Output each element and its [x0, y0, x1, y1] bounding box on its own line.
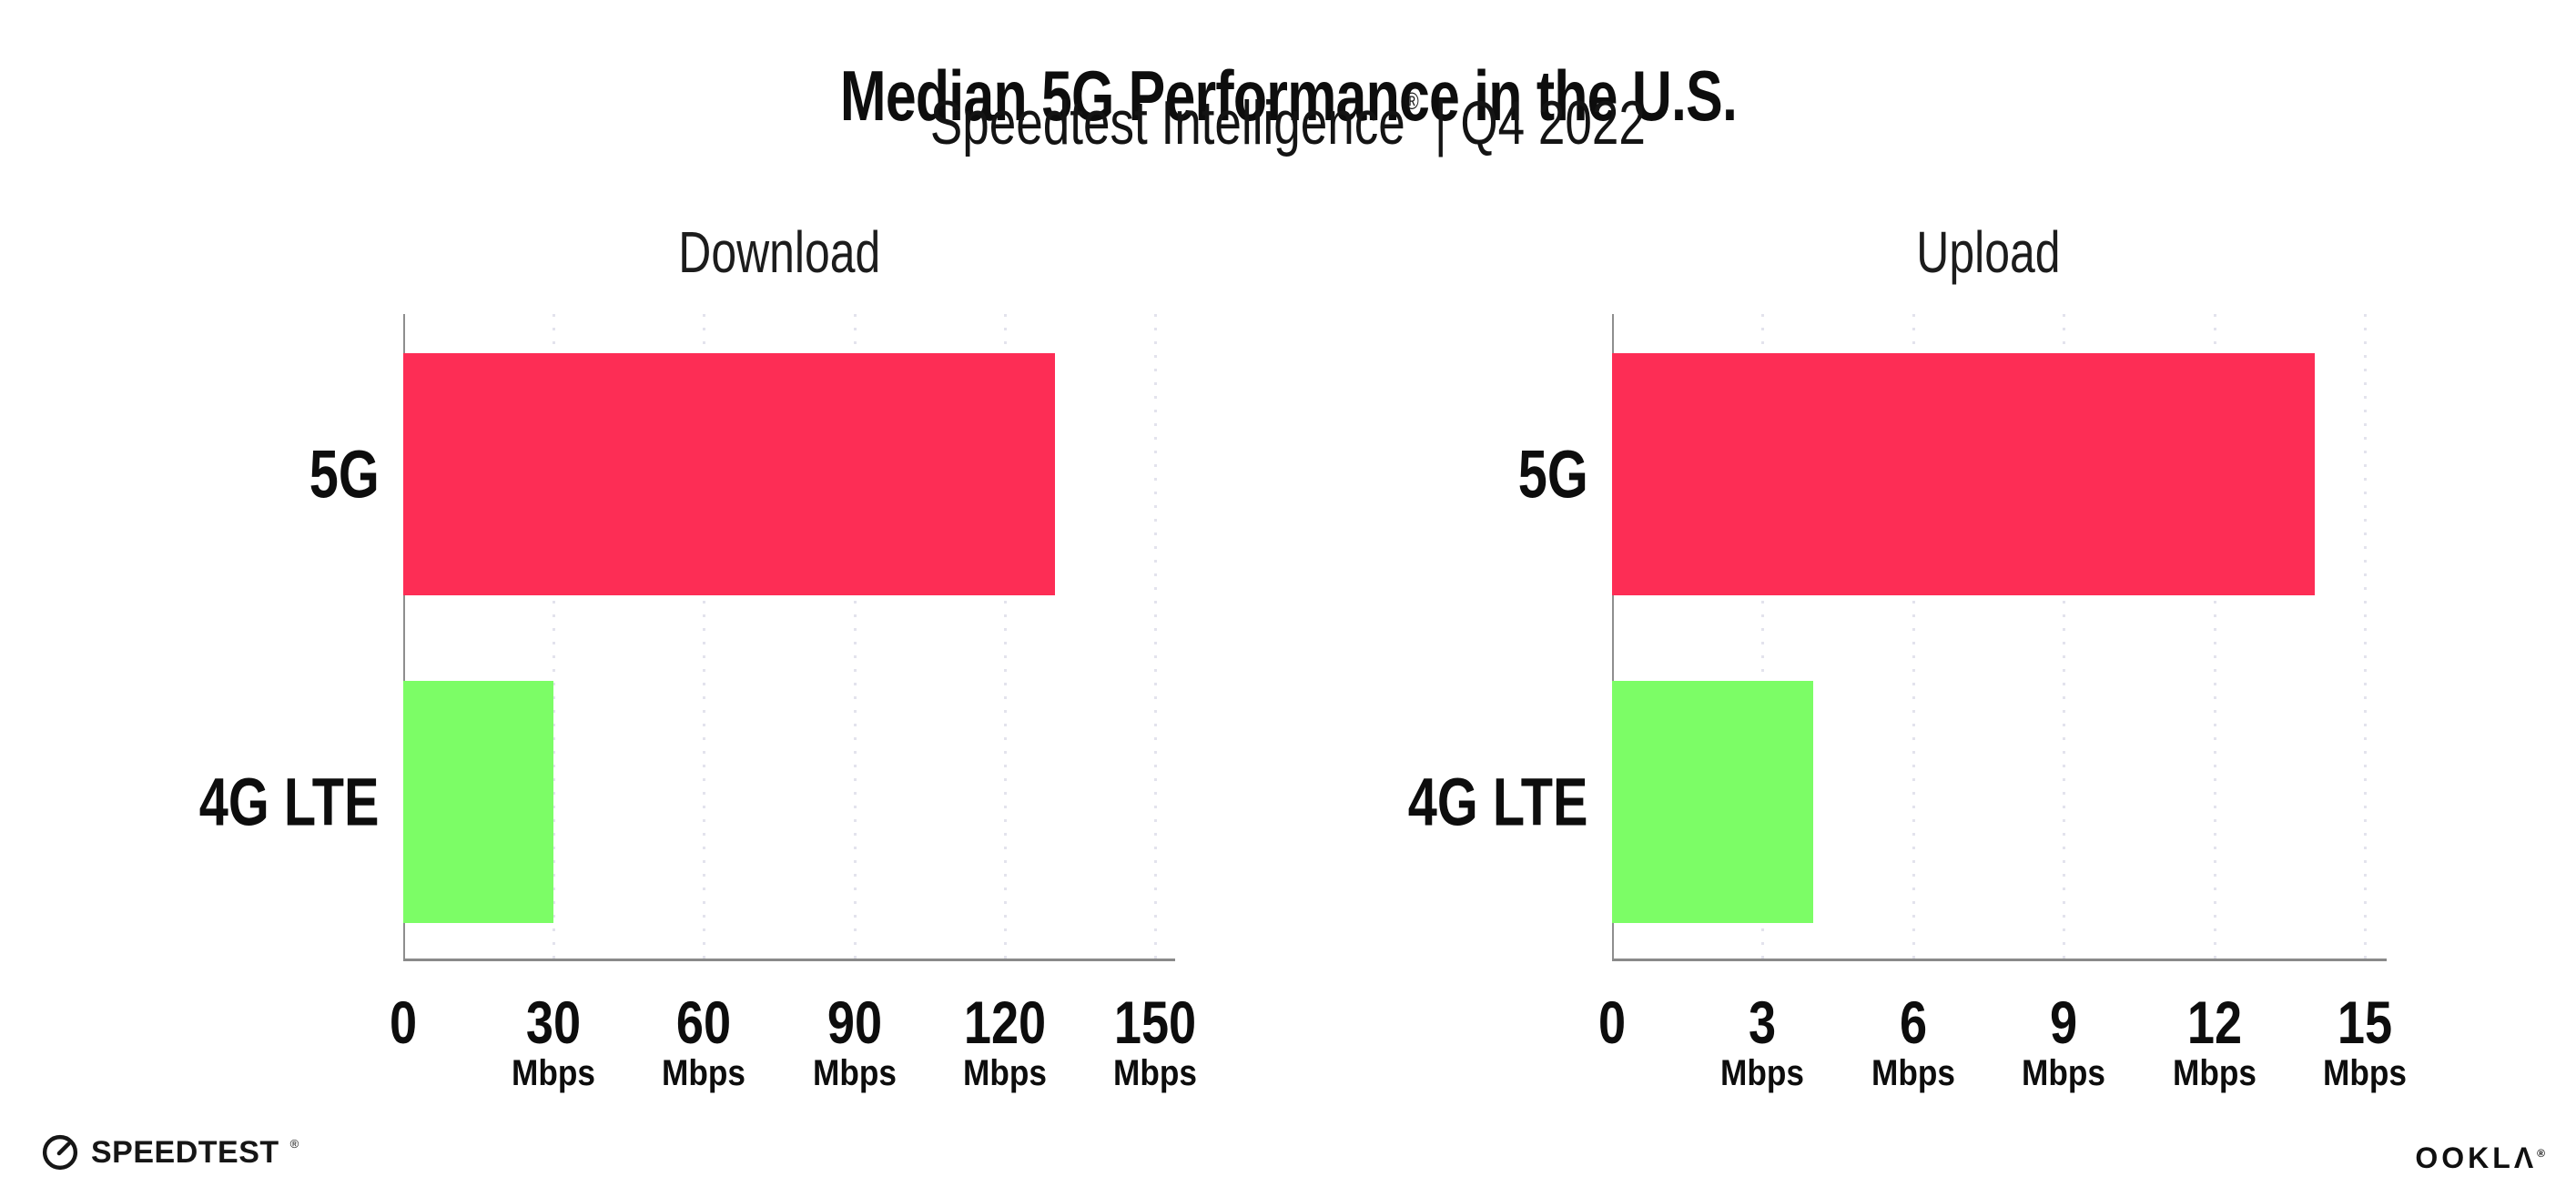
x-unit-label-60: Mbps: [662, 1053, 746, 1093]
speedtest-gauge-icon: [42, 1134, 78, 1171]
x-tick-label-3: 3: [1749, 989, 1777, 1056]
x-tick-label-9: 9: [2050, 989, 2078, 1056]
subtitle-product: Speedtest Intelligence: [929, 88, 1405, 157]
x-unit-label-120: Mbps: [962, 1053, 1047, 1093]
x-tick-label-90: 90: [827, 989, 882, 1056]
grid-line-6: [1912, 314, 1915, 959]
bar-label-5g: 5G: [309, 436, 380, 512]
x-tick-label-30: 30: [526, 989, 582, 1056]
x-tick-label-12: 12: [2186, 989, 2242, 1056]
bar-4g-lte: [1612, 681, 1813, 923]
bar-4g-lte: [403, 681, 554, 923]
x-tick-label-15: 15: [2337, 989, 2393, 1056]
download-plot: 0 30 Mbps 60 Mbps 90 Mbps 120 Mbps 150 Mbps 5G 4G LT…: [199, 314, 1197, 1093]
grid-line-12: [2213, 314, 2216, 959]
grid-line-90: [853, 314, 857, 959]
bar-label-5g: 5G: [1517, 436, 1588, 512]
upload-x-axis-line: [1612, 959, 2387, 961]
bar-5g: [1612, 353, 2315, 595]
registered-mark-icon: ®: [1405, 87, 1419, 115]
download-y-axis-line: [403, 314, 405, 961]
download-chart-title-text: Download: [677, 219, 881, 285]
speedtest-wordmark: SPEEDTEST: [91, 1134, 279, 1170]
grid-line-30: [553, 314, 556, 959]
bar-label-4g-lte: 4G LTE: [1408, 764, 1588, 840]
grid-line-3: [1761, 314, 1765, 959]
grid-line-9: [2063, 314, 2066, 959]
x-unit-label-90: Mbps: [812, 1053, 897, 1093]
subtitle-line: Speedtest Intelligence® | Q4 2022: [930, 87, 1646, 158]
grid-line-150: [1154, 314, 1157, 959]
upload-y-axis-line: [1612, 314, 1614, 961]
upload-chart-title-text: Upload: [1916, 219, 2061, 285]
x-unit-label-6: Mbps: [1871, 1053, 1955, 1093]
x-tick-label-150: 150: [1113, 989, 1197, 1056]
download-chart-title: Download: [403, 218, 1155, 286]
page-subtitle: Speedtest Intelligence® | Q4 2022: [0, 87, 2576, 158]
upload-plot: 0 3 Mbps 6 Mbps 9 Mbps 12 Mbps 15 Mbps 5G 4G LTE: [1408, 314, 2407, 1093]
x-unit-label-3: Mbps: [1720, 1053, 1805, 1093]
ookla-wordmark: OOKLΛ: [2415, 1141, 2538, 1174]
bar-5g: [403, 353, 1055, 595]
upload-chart-title: Upload: [1612, 218, 2365, 286]
speedtest-logo: SPEEDTEST ®: [40, 1132, 299, 1172]
ookla-logo: OOKLΛ®: [2415, 1141, 2545, 1175]
speedtest-trademark-icon: ®: [289, 1136, 299, 1151]
x-unit-label-15: Mbps: [2323, 1053, 2407, 1093]
x-tick-label-120: 120: [963, 989, 1046, 1056]
x-unit-label-9: Mbps: [2022, 1053, 2106, 1093]
bar-label-4g-lte: 4G LTE: [199, 764, 380, 840]
x-tick-label-0: 0: [389, 989, 418, 1056]
x-tick-label-0: 0: [1597, 989, 1627, 1056]
x-tick-label-60: 60: [676, 989, 732, 1056]
subtitle-period: | Q4 2022: [1435, 88, 1647, 157]
grid-line-15: [2364, 314, 2367, 959]
download-x-axis-line: [403, 959, 1175, 961]
page-title-text: Median 5G Performance in the U.S.: [839, 56, 1737, 137]
ookla-trademark-icon: ®: [2537, 1147, 2545, 1160]
x-unit-label-30: Mbps: [512, 1053, 596, 1093]
x-unit-label-12: Mbps: [2172, 1053, 2257, 1093]
x-unit-label-150: Mbps: [1113, 1053, 1197, 1093]
x-tick-label-6: 6: [1899, 989, 1927, 1056]
page-title: Median 5G Performance in the U.S.: [0, 55, 2576, 137]
grid-line-120: [1003, 314, 1007, 959]
grid-line-60: [703, 314, 706, 959]
